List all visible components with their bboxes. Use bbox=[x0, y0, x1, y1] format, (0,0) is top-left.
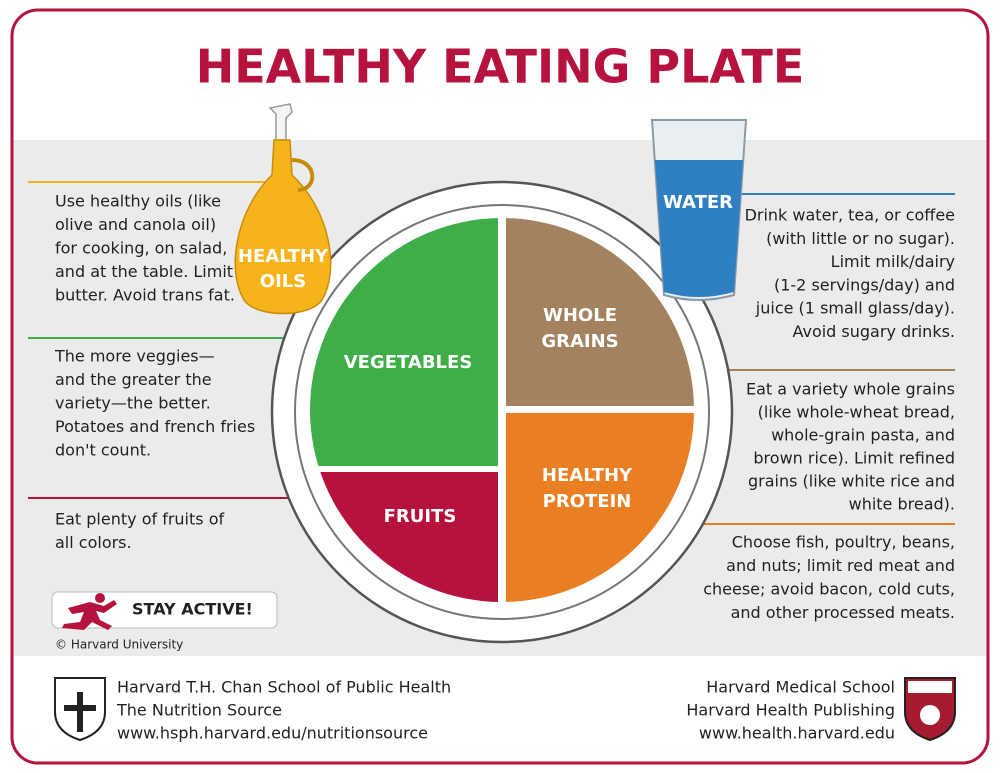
stay-active: STAY ACTIVE! bbox=[132, 600, 253, 619]
protein-text: cheese; avoid bacon, cold cuts, bbox=[703, 580, 955, 599]
grains-text: Eat a variety whole grains bbox=[746, 380, 955, 399]
vegetables-text: variety—the better. bbox=[55, 394, 211, 413]
water-text: juice (1 small glass/day). bbox=[755, 299, 955, 318]
grains-label: GRAINS bbox=[541, 331, 618, 352]
grains-text: brown rice). Limit refined bbox=[753, 449, 955, 468]
oil-bottle bbox=[234, 103, 332, 315]
right-shield bbox=[904, 677, 956, 742]
oils-text: butter. Avoid trans fat. bbox=[55, 286, 235, 305]
water-text: Avoid sugary drinks. bbox=[792, 322, 955, 341]
copyright: © Harvard University bbox=[55, 638, 183, 652]
water-text: (with little or no sugar). bbox=[766, 229, 955, 248]
title: HEALTHY EATING PLATE bbox=[196, 40, 805, 94]
vegetables-text: and the greater the bbox=[55, 370, 212, 389]
fruits-text: all colors. bbox=[55, 533, 132, 552]
footer-right: www.health.harvard.edu bbox=[699, 724, 895, 743]
oils-label: HEALTHY bbox=[238, 246, 329, 267]
grains-text: white bread). bbox=[849, 495, 955, 514]
protein-text: Choose fish, poultry, beans, bbox=[732, 533, 955, 552]
water-glass bbox=[650, 119, 748, 301]
protein-label: HEALTHY bbox=[542, 465, 633, 486]
oils-label: OILS bbox=[260, 271, 306, 292]
footer-left: The Nutrition Source bbox=[116, 701, 282, 720]
protein-label: PROTEIN bbox=[543, 491, 632, 512]
vegetables-text: Potatoes and french fries bbox=[55, 417, 255, 436]
grains-text: (like whole-wheat bread, bbox=[758, 403, 955, 422]
fruits-label: FRUITS bbox=[384, 506, 457, 527]
grains-text: whole-grain pasta, and bbox=[771, 426, 955, 445]
water-text: Limit milk/dairy bbox=[831, 252, 955, 271]
vegetables-text: The more veggies— bbox=[54, 347, 215, 366]
protein-text: and nuts; limit red meat and bbox=[726, 556, 955, 575]
water-label: WATER bbox=[663, 192, 733, 213]
grains-label: WHOLE bbox=[543, 305, 617, 326]
oils-text: and at the table. Limit bbox=[55, 262, 233, 281]
footer-left: www.hsph.harvard.edu/nutritionsource bbox=[117, 724, 428, 743]
oils-text: for cooking, on salad, bbox=[55, 239, 227, 258]
fruits-text: Eat plenty of fruits of bbox=[55, 510, 224, 529]
footer-right: Harvard Medical School bbox=[706, 678, 895, 697]
runner-icon bbox=[62, 593, 117, 630]
oils-text: Use healthy oils (like bbox=[55, 192, 221, 211]
grains-text: grains (like white rice and bbox=[748, 472, 955, 491]
stay-active-box bbox=[51, 591, 278, 629]
protein-text: and other processed meats. bbox=[731, 603, 955, 622]
water-text: (1-2 servings/day) and bbox=[774, 275, 955, 294]
vegetables-text: don't count. bbox=[55, 441, 151, 460]
left-shield bbox=[54, 677, 106, 742]
footer-right: Harvard Health Publishing bbox=[686, 701, 895, 720]
vegetables-label: VEGETABLES bbox=[344, 352, 473, 373]
water-text: Drink water, tea, or coffee bbox=[745, 206, 955, 225]
oils-text: olive and canola oil) bbox=[55, 215, 216, 234]
footer-left: Harvard T.H. Chan School of Public Healt… bbox=[117, 678, 451, 697]
